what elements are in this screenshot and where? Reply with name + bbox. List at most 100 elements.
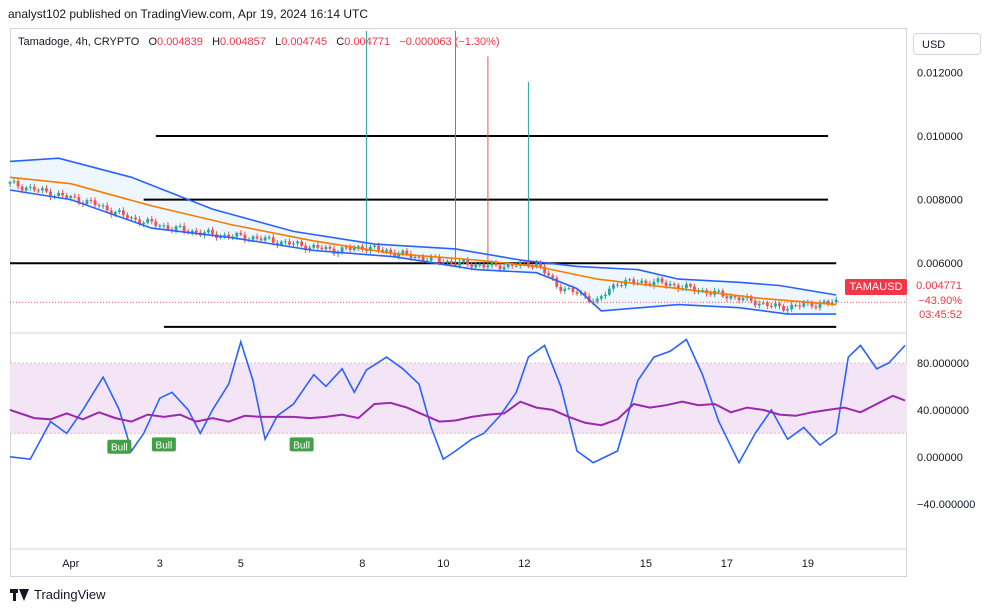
- candle-body: [138, 219, 141, 225]
- candle-body: [267, 237, 271, 239]
- wick-spikes: [365, 31, 529, 266]
- candle-body: [158, 225, 162, 227]
- candle-body: [271, 237, 275, 243]
- candle-body: [603, 294, 607, 297]
- candle-body: [470, 264, 474, 268]
- candle-body: [24, 187, 28, 191]
- time-tick: 17: [721, 558, 733, 570]
- candle-body: [717, 290, 721, 292]
- candle-body: [733, 296, 737, 298]
- candle-body: [365, 249, 368, 251]
- candle-body: [770, 305, 773, 307]
- bull-badge-2: [151, 437, 176, 452]
- candle-body: [830, 302, 834, 304]
- candle-body: [664, 282, 668, 286]
- candle-body: [182, 225, 186, 232]
- candle-body: [608, 288, 611, 295]
- candle-body: [765, 302, 769, 306]
- close-value: 0.004771: [344, 36, 391, 48]
- price-tag-symbol: TAMAUSD: [849, 281, 903, 293]
- candle-body: [478, 264, 482, 266]
- candle-body: [794, 304, 798, 306]
- time-tick: Apr: [62, 558, 79, 570]
- candle-body: [798, 305, 802, 307]
- candle-body: [12, 181, 16, 183]
- stochastic-k-line: [9, 338, 906, 465]
- bull-annotations: Bull Bull Bull: [107, 437, 314, 454]
- candle-body: [97, 205, 101, 207]
- time-tick: 5: [238, 558, 244, 570]
- bollinger-basis-line: [9, 176, 837, 306]
- candle-body: [543, 266, 546, 274]
- high-label: H: [212, 36, 221, 48]
- candle-body: [401, 250, 405, 255]
- bull-label-3: Bull: [293, 440, 310, 451]
- candle-body: [668, 284, 672, 286]
- candle-body: [340, 247, 344, 253]
- candle-body: [409, 253, 413, 258]
- candle-body: [393, 252, 397, 257]
- candle-body: [49, 191, 52, 198]
- candle-body: [518, 261, 522, 266]
- tradingview-footer[interactable]: TradingView: [10, 587, 106, 602]
- bull-badge-3: [289, 437, 314, 452]
- candle-body: [85, 200, 89, 205]
- candle-body: [782, 305, 785, 311]
- bollinger-bands: [9, 157, 907, 315]
- candle-body: [227, 234, 231, 238]
- candle-body: [466, 259, 470, 265]
- candle-body: [36, 190, 40, 192]
- candle-body: [559, 286, 563, 292]
- candle-body: [462, 259, 465, 262]
- candle-body: [539, 262, 542, 267]
- candle-body: [725, 296, 729, 299]
- time-axis-ticks: Apr 3 5 8 10 12 15 17 19: [62, 558, 814, 570]
- candle-body: [527, 261, 530, 267]
- currency-selector[interactable]: USD: [913, 33, 981, 55]
- candle-body: [381, 249, 384, 252]
- candle-body: [150, 218, 154, 222]
- candle-body: [162, 225, 166, 227]
- candle-body: [599, 296, 603, 299]
- candle-body: [336, 252, 340, 255]
- bar-countdown: 03:45:52: [907, 309, 962, 321]
- close-label: C: [336, 36, 345, 48]
- candle-body: [328, 246, 332, 249]
- candle-body: [547, 273, 551, 276]
- candle-body: [255, 236, 259, 239]
- candle-body: [174, 226, 178, 231]
- open-value: 0.004839: [157, 36, 203, 48]
- candle-body: [385, 249, 389, 252]
- candle-body: [729, 296, 733, 299]
- time-tick: 12: [518, 558, 530, 570]
- candle-body: [437, 257, 441, 263]
- candle-body: [304, 245, 308, 251]
- candle-body: [259, 238, 263, 241]
- last-price-badge: TAMAUSD: [845, 279, 907, 295]
- candle-body: [207, 229, 210, 233]
- candle-body: [178, 225, 182, 227]
- time-tick: 19: [802, 558, 814, 570]
- high-value: 0.004857: [220, 36, 266, 48]
- candle-body: [300, 241, 303, 246]
- candle-body: [446, 260, 449, 263]
- stochastic-band: [10, 362, 907, 434]
- candle-body: [826, 301, 830, 304]
- candle-body: [749, 296, 753, 301]
- candle-body: [73, 196, 77, 198]
- candle-body: [583, 292, 587, 297]
- candle-body: [389, 249, 393, 253]
- candle-body: [251, 236, 255, 240]
- candle-body: [486, 265, 490, 268]
- overbought-oversold-band: [10, 362, 907, 434]
- candle-body: [628, 279, 632, 281]
- bollinger-lower-line: [9, 189, 837, 315]
- stochastic-lines: [9, 338, 906, 465]
- candle-body: [89, 200, 93, 202]
- candle-body: [61, 192, 65, 196]
- candle-body: [737, 297, 741, 301]
- candle-body: [122, 210, 125, 216]
- candle-body: [41, 188, 44, 191]
- last-price-value: 0.004771: [907, 280, 962, 292]
